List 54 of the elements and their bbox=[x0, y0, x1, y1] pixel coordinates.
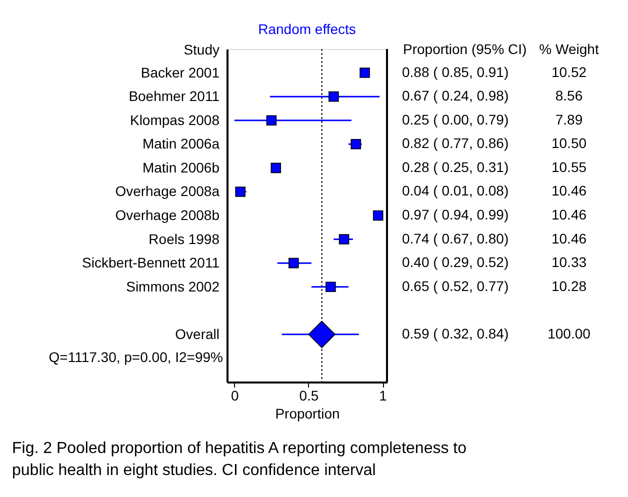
text: 10.46 bbox=[551, 230, 587, 246]
y-axis-title: Study bbox=[184, 42, 220, 58]
x-axis-title: Proportion bbox=[275, 406, 340, 422]
y-tick-label: Roels 1998 bbox=[148, 230, 220, 247]
point bbox=[350, 139, 362, 150]
data-label: 0.97 ( 0.94, 0.99) bbox=[402, 206, 509, 222]
point bbox=[372, 210, 384, 221]
point bbox=[266, 115, 277, 126]
y-tick-label: Backer 2001 bbox=[140, 64, 220, 80]
text: Proportion (95% CI) bbox=[403, 41, 527, 57]
data-label: 0.74 ( 0.67, 0.80) bbox=[402, 230, 509, 246]
point bbox=[235, 186, 246, 197]
y-tick-label: Boehmer 2011 bbox=[128, 88, 220, 104]
data-label: 0.82 ( 0.77, 0.86) bbox=[402, 135, 509, 152]
text: 10.46 bbox=[551, 182, 587, 199]
x-tick-label: 0 bbox=[231, 388, 240, 404]
data-label: 0.88 ( 0.85, 0.91) bbox=[402, 64, 509, 80]
text: 10.55 bbox=[551, 158, 587, 175]
y-tick-label: Klompas 2008 bbox=[130, 112, 220, 128]
point bbox=[360, 68, 370, 78]
y-tick-label: Sickbert-Bennett 2011 bbox=[82, 254, 220, 271]
x-tick-label: 0.5 bbox=[299, 388, 319, 404]
data-label: 0.40 ( 0.29, 0.52) bbox=[402, 254, 509, 270]
x-tick-label: 1 bbox=[379, 388, 388, 404]
data-label: 0.65 ( 0.52, 0.77) bbox=[402, 278, 509, 294]
point bbox=[338, 234, 350, 244]
y-tick-label: Overall bbox=[175, 326, 220, 342]
text: 8.56 bbox=[555, 88, 583, 104]
y-tick-label: Overhage 2008b bbox=[115, 207, 220, 223]
text: 100.00 bbox=[548, 325, 591, 342]
point bbox=[308, 320, 336, 348]
data-label: 0.04 ( 0.01, 0.08) bbox=[402, 182, 509, 199]
data-label: 0.28 ( 0.25, 0.31) bbox=[402, 158, 509, 175]
caption: Fig. 2 Pooled proportion of hepatitis A reporting completeness to public health in eight studies. CI confidence interval bbox=[12, 440, 467, 479]
y-tick-label: Matin 2006b bbox=[142, 159, 220, 176]
data-label: 0.25 ( 0.00, 0.79) bbox=[402, 111, 509, 128]
point bbox=[326, 282, 336, 292]
point bbox=[270, 162, 282, 174]
y-tick-label: Simmons 2002 bbox=[126, 278, 220, 294]
text: 10.52 bbox=[551, 64, 587, 80]
text: 0.59 ( 0.32, 0.84) bbox=[402, 325, 509, 342]
point bbox=[328, 91, 339, 102]
text: 10.33 bbox=[551, 254, 587, 270]
chart-title: Random effects bbox=[258, 21, 356, 37]
y-tick-label: Matin 2006a bbox=[142, 136, 220, 152]
text: 10.50 bbox=[551, 135, 587, 152]
y-tick-label: Overhage 2008a bbox=[115, 183, 220, 200]
text: 7.89 bbox=[555, 111, 583, 128]
text: 10.46 bbox=[551, 206, 587, 222]
text: Q=1117.30, p=0.00, I2=99% bbox=[48, 349, 223, 366]
text: % Weight bbox=[539, 41, 599, 57]
text: 10.28 bbox=[551, 278, 587, 294]
point bbox=[288, 258, 299, 268]
data-label: 0.67 ( 0.24, 0.98) bbox=[402, 88, 509, 104]
